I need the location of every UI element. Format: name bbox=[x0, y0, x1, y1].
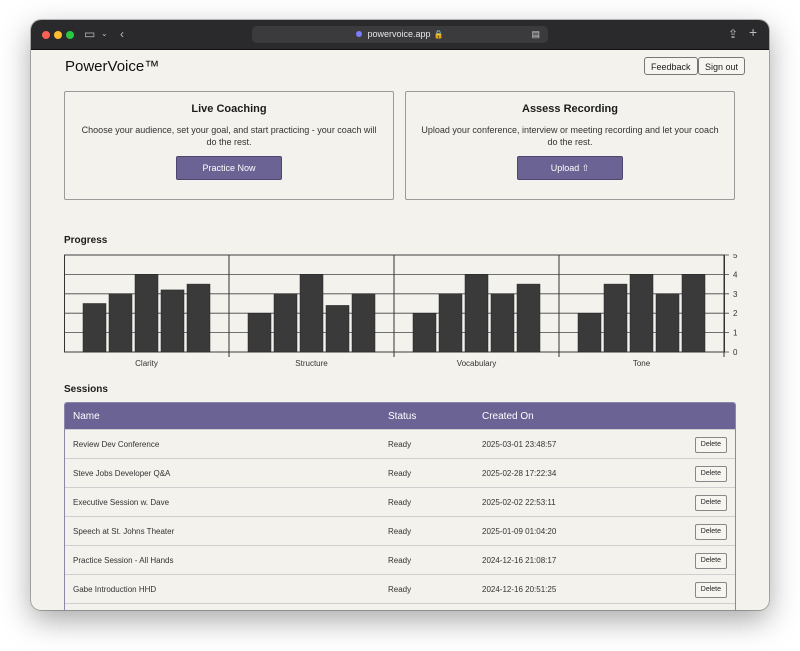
x-tick-label: Tone bbox=[633, 359, 651, 368]
sessions-table-header: Name Status Created On bbox=[65, 403, 735, 429]
progress-chart: 0 1 2 3 4 5 Clarity Structure Vocabulary Tone bbox=[64, 254, 738, 368]
table-row[interactable]: Practice Session - All Hands Ready 2024-12… bbox=[65, 545, 735, 574]
sessions-heading: Sessions bbox=[64, 384, 108, 395]
session-created-on: 2024-12-16 21:08:17 bbox=[482, 556, 557, 565]
back-arrow-icon[interactable]: ‹ bbox=[120, 27, 124, 41]
session-name[interactable]: Practice Session - All Hands bbox=[73, 556, 174, 565]
site-favicon-icon bbox=[356, 30, 363, 37]
session-name[interactable]: Executive Session w. Dave bbox=[73, 498, 170, 507]
assess-recording-card: Assess Recording Upload your conference,… bbox=[405, 91, 735, 200]
session-created-on: 2025-02-02 22:53:11 bbox=[482, 498, 556, 507]
bar bbox=[273, 293, 298, 353]
x-tick-label: Structure bbox=[295, 359, 328, 368]
bar bbox=[186, 283, 211, 353]
session-status: Ready bbox=[388, 469, 412, 478]
x-tick-label: Clarity bbox=[135, 359, 158, 368]
table-row[interactable]: Review Dev Conference Ready 2025-03-01 23:… bbox=[65, 429, 735, 458]
bar bbox=[82, 303, 107, 353]
table-row[interactable]: Gabe Introduction HHD Ready 2024-12-16 20:… bbox=[65, 574, 735, 603]
x-tick-label: Vocabulary bbox=[457, 359, 497, 368]
new-tab-icon[interactable]: + bbox=[749, 24, 758, 40]
column-header-name[interactable]: Name bbox=[73, 411, 100, 422]
sidebar-icon[interactable]: ▭ bbox=[84, 27, 96, 41]
bar bbox=[325, 305, 350, 353]
bar bbox=[160, 289, 185, 353]
sessions-table: Name Status Created On Review Dev Confer… bbox=[64, 402, 736, 610]
y-tick-label: 3 bbox=[733, 290, 738, 299]
table-row[interactable]: Speech at St. Johns Theater Ready 2025-01-… bbox=[65, 516, 735, 545]
bar bbox=[655, 293, 680, 353]
lock-icon: 🔒 bbox=[433, 30, 444, 39]
live-coaching-description: Choose your audience, set your goal, and… bbox=[81, 125, 377, 147]
column-header-status[interactable]: Status bbox=[388, 411, 417, 422]
feedback-button[interactable]: Feedback bbox=[644, 57, 698, 75]
session-name[interactable]: Review Dev Conference bbox=[73, 440, 160, 449]
delete-button[interactable]: Delete bbox=[694, 437, 727, 453]
bar bbox=[681, 274, 706, 353]
bar bbox=[516, 283, 541, 353]
practice-now-button[interactable]: Practice Now bbox=[176, 156, 282, 180]
bar bbox=[412, 312, 437, 353]
bar bbox=[603, 283, 628, 353]
bar bbox=[134, 274, 159, 353]
share-icon[interactable]: ⇪ bbox=[728, 27, 739, 41]
live-coaching-title: Live Coaching bbox=[191, 103, 267, 115]
y-tick-label: 1 bbox=[733, 329, 738, 338]
bar bbox=[464, 274, 489, 353]
session-status: Ready bbox=[388, 498, 412, 507]
session-created-on: 2025-03-01 23:48:57 bbox=[482, 440, 557, 449]
session-name[interactable]: Gabe Introduction HHD bbox=[73, 585, 157, 594]
chevron-down-icon[interactable]: ⌄ bbox=[101, 29, 108, 38]
session-name[interactable]: Speech at St. Johns Theater bbox=[73, 527, 175, 536]
session-created-on: 2024-12-16 20:51:25 bbox=[482, 585, 557, 594]
bar bbox=[438, 293, 463, 353]
sign-out-button[interactable]: Sign out bbox=[698, 57, 746, 75]
bar bbox=[351, 293, 376, 353]
session-status: Ready bbox=[388, 440, 412, 449]
delete-button[interactable]: Delete bbox=[694, 524, 727, 540]
column-header-created-on[interactable]: Created On bbox=[482, 411, 534, 422]
y-tick-label: 0 bbox=[733, 348, 738, 357]
session-status: Ready bbox=[388, 585, 412, 594]
bar bbox=[577, 312, 602, 353]
y-tick-label: 5 bbox=[733, 254, 738, 260]
progress-heading: Progress bbox=[64, 235, 108, 246]
bar bbox=[629, 274, 654, 353]
browser-window: ▭ ⌄ ‹ powervoice.app 🔒 ▤ ⇪ + PowerVoice™ … bbox=[31, 20, 769, 610]
bar bbox=[247, 312, 272, 353]
delete-button[interactable]: Delete bbox=[694, 495, 727, 511]
bar bbox=[490, 293, 515, 353]
minimize-window-button[interactable] bbox=[54, 31, 62, 39]
session-status: Ready bbox=[388, 527, 412, 536]
delete-button[interactable]: Delete bbox=[694, 553, 727, 569]
page-content: PowerVoice™ Feedback Sign out Live Coach… bbox=[31, 50, 769, 610]
assess-recording-description: Upload your conference, interview or mee… bbox=[421, 125, 719, 147]
table-row[interactable]: Steve Jobs Developer Q&A Ready 2025-02-28 … bbox=[65, 458, 735, 487]
zoom-window-button[interactable] bbox=[66, 31, 74, 39]
address-bar[interactable]: powervoice.app 🔒 ▤ bbox=[252, 26, 548, 43]
session-created-on: 2025-01-09 01:04:20 bbox=[482, 527, 557, 536]
bar bbox=[299, 274, 324, 353]
table-row[interactable]: Google Interview - Hiring ManagerReady20… bbox=[65, 603, 735, 610]
url-text: powervoice.app bbox=[367, 29, 431, 39]
delete-button[interactable]: Delete bbox=[694, 582, 727, 598]
y-tick-label: 2 bbox=[733, 309, 738, 318]
session-status: Ready bbox=[388, 556, 412, 565]
live-coaching-card: Live Coaching Choose your audience, set … bbox=[64, 91, 394, 200]
brand-title: PowerVoice™ bbox=[65, 58, 160, 75]
sessions-table-body: Review Dev Conference Ready 2025-03-01 23:… bbox=[65, 429, 735, 610]
delete-button[interactable]: Delete bbox=[694, 466, 727, 482]
browser-titlebar: ▭ ⌄ ‹ powervoice.app 🔒 ▤ ⇪ + bbox=[31, 20, 769, 50]
y-tick-label: 4 bbox=[733, 270, 738, 279]
reader-mode-icon[interactable]: ▤ bbox=[531, 29, 540, 39]
close-window-button[interactable] bbox=[42, 31, 50, 39]
session-created-on: 2025-02-28 17:22:34 bbox=[482, 469, 557, 478]
assess-recording-title: Assess Recording bbox=[522, 103, 618, 115]
table-row[interactable]: Executive Session w. Dave Ready 2025-02-02… bbox=[65, 487, 735, 516]
bar bbox=[108, 293, 133, 353]
session-name[interactable]: Steve Jobs Developer Q&A bbox=[73, 469, 171, 478]
upload-button[interactable]: Upload ⇧ bbox=[517, 156, 623, 180]
